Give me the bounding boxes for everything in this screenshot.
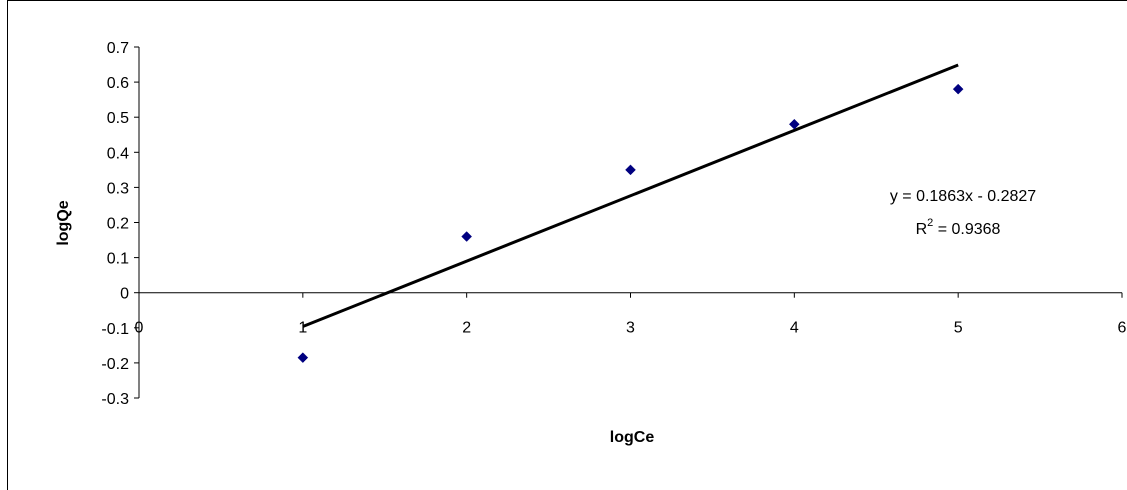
y-tick-label: -0.2 [101,356,129,373]
y-tick-label: 0.2 [107,216,129,233]
trendline-layer [302,63,959,328]
y-axis-title: logQe [55,200,72,245]
x-tick-label: 2 [462,320,471,337]
trendline-equation: y = 0.1863x - 0.2827 [890,188,1036,205]
y-tick-label: -0.1 [101,321,129,338]
y-tick-label: 0.7 [107,40,129,57]
y-tick-label: 0.3 [107,180,129,197]
y-tick-label: -0.3 [101,391,129,408]
r-squared-label: R2 = 0.9368 [916,217,1001,238]
x-tick-label: 6 [1118,320,1127,337]
y-tick-label: 0.5 [107,110,129,127]
r-squared-value: = 0.9368 [933,221,1000,238]
data-point [952,83,964,95]
r-squared-superscript: 2 [927,217,933,229]
data-point [788,118,800,130]
r-squared-prefix: R [916,221,928,238]
chart-frame [7,0,1127,490]
ticks-layer: 0.7 0.6 0.5 0.4 0.3 0.2 0.1 0 -0.1 -0.2 -0.3 0 1 2 3 4 5… [101,40,1126,408]
y-tick-label: 0.6 [107,75,129,92]
y-tick-label: 0 [120,286,129,303]
data-point [625,164,636,176]
data-point [297,352,309,363]
x-tick-label: 5 [954,320,963,337]
trendline [302,63,959,328]
x-tick-label: 0 [135,320,144,337]
y-tick-label: 0.4 [107,145,129,162]
x-tick-label: 1 [298,320,307,337]
y-tick-label: 0.1 [107,251,129,268]
x-axis-title: logCe [610,429,655,446]
x-tick-label: 4 [790,320,799,337]
x-tick-label: 3 [626,320,635,337]
points-layer [297,83,964,363]
data-point [461,231,473,242]
